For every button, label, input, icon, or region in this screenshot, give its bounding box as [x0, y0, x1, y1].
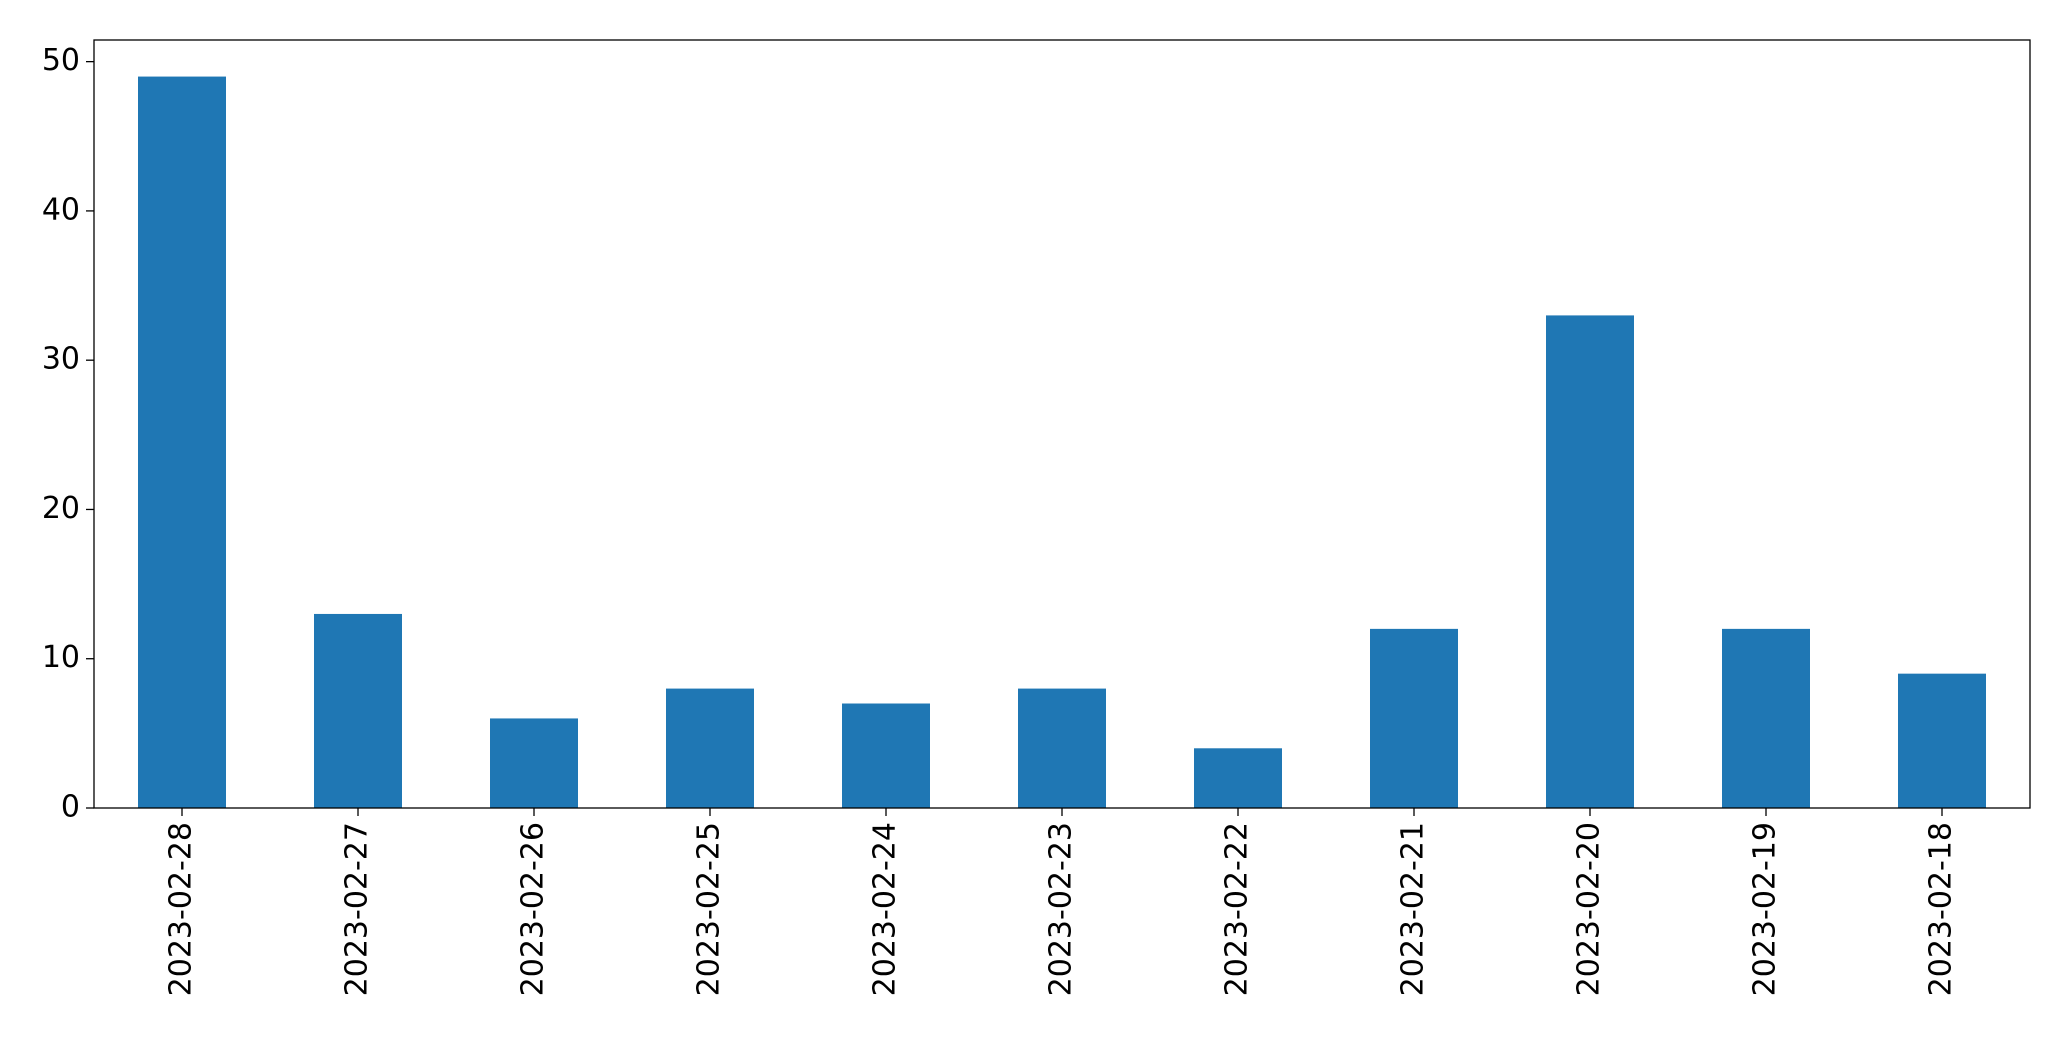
x-tick-label: 2023-02-28 — [164, 822, 199, 996]
bar — [314, 613, 402, 808]
x-tick-label: 2023-02-24 — [868, 822, 903, 996]
bar — [490, 718, 578, 808]
bar — [1722, 628, 1810, 808]
bar — [666, 688, 754, 808]
bar — [1898, 673, 1986, 808]
bar — [1018, 688, 1106, 808]
y-tick-label: 50 — [42, 43, 80, 78]
x-tick-label: 2023-02-21 — [1396, 822, 1431, 996]
x-tick-label: 2023-02-23 — [1044, 822, 1079, 996]
y-tick-label: 40 — [42, 192, 80, 227]
x-tick-label: 2023-02-26 — [516, 822, 551, 996]
y-tick-label: 10 — [42, 640, 80, 675]
bar — [842, 703, 930, 808]
bar — [1370, 628, 1458, 808]
x-tick-label: 2023-02-25 — [692, 822, 727, 996]
y-tick-label: 30 — [42, 342, 80, 377]
bar — [1546, 315, 1634, 808]
plot-frame — [93, 39, 2031, 809]
x-tick-label: 2023-02-27 — [340, 822, 375, 996]
x-tick-label: 2023-02-18 — [1924, 822, 1959, 996]
x-tick-label: 2023-02-19 — [1748, 822, 1783, 996]
x-tick-label: 2023-02-20 — [1572, 822, 1607, 996]
bar — [1194, 748, 1282, 808]
y-tick-label: 20 — [42, 491, 80, 526]
x-tick-label: 2023-02-22 — [1220, 822, 1255, 996]
y-tick-label: 0 — [61, 790, 80, 825]
bar — [138, 76, 226, 809]
